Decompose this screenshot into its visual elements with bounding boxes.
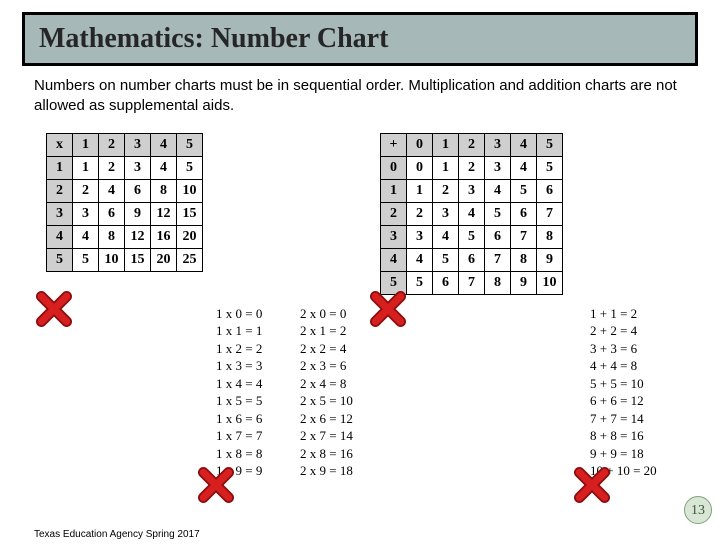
table-cell: 1 — [73, 156, 99, 179]
table-cell: 8 — [485, 271, 511, 294]
page-title: Mathematics: Number Chart — [39, 23, 388, 54]
table-header-cell: 1 — [73, 133, 99, 156]
charts-area: x123451123452246810336912154481216205510… — [0, 127, 720, 457]
table-cell: 3 — [407, 225, 433, 248]
table-header-cell: 2 — [99, 133, 125, 156]
table-cell: 4 — [433, 225, 459, 248]
table-cell: 6 — [433, 271, 459, 294]
table-cell: 8 — [537, 225, 563, 248]
table-cell: 2 — [47, 179, 73, 202]
table-cell: 6 — [99, 202, 125, 225]
table-cell: 5 — [47, 248, 73, 271]
multiplication-table: x123451123452246810336912154481216205510… — [46, 133, 203, 272]
table-header-cell: + — [381, 133, 407, 156]
table-cell: 4 — [151, 156, 177, 179]
table-header-cell: 4 — [511, 133, 537, 156]
title-banner: Mathematics: Number Chart — [22, 12, 698, 66]
table-cell: 2 — [407, 202, 433, 225]
table-cell: 20 — [151, 248, 177, 271]
multiplication-facts-2: 2 x 0 = 0 2 x 1 = 2 2 x 2 = 4 2 x 3 = 6 … — [300, 305, 353, 480]
table-cell: 9 — [537, 248, 563, 271]
table-cell: 5 — [177, 156, 203, 179]
table-cell: 7 — [485, 248, 511, 271]
table-cell: 7 — [459, 271, 485, 294]
table-header-cell: 5 — [537, 133, 563, 156]
table-cell: 10 — [177, 179, 203, 202]
table-cell: 4 — [381, 248, 407, 271]
table-cell: 4 — [407, 248, 433, 271]
table-cell: 5 — [73, 248, 99, 271]
table-cell: 5 — [433, 248, 459, 271]
table-cell: 1 — [433, 156, 459, 179]
table-cell: 1 — [407, 179, 433, 202]
table-cell: 3 — [433, 202, 459, 225]
table-cell: 4 — [485, 179, 511, 202]
addition-table: +012345001234511234562234567334567844567… — [380, 133, 563, 295]
table-cell: 3 — [73, 202, 99, 225]
table-cell: 1 — [381, 179, 407, 202]
table-header-cell: 3 — [485, 133, 511, 156]
table-cell: 3 — [459, 179, 485, 202]
table-cell: 0 — [407, 156, 433, 179]
table-cell: 16 — [151, 225, 177, 248]
table-cell: 12 — [151, 202, 177, 225]
table-cell: 6 — [511, 202, 537, 225]
table-cell: 3 — [125, 156, 151, 179]
table-cell: 0 — [381, 156, 407, 179]
table-cell: 3 — [381, 225, 407, 248]
table-cell: 9 — [511, 271, 537, 294]
table-cell: 5 — [511, 179, 537, 202]
table-cell: 8 — [511, 248, 537, 271]
table-cell: 5 — [381, 271, 407, 294]
table-cell: 4 — [511, 156, 537, 179]
not-allowed-icon — [36, 291, 72, 327]
table-header-cell: 4 — [151, 133, 177, 156]
table-cell: 2 — [459, 156, 485, 179]
not-allowed-icon — [370, 291, 406, 327]
footer-text: Texas Education Agency Spring 2017 — [34, 529, 200, 540]
page-number-badge: 13 — [684, 496, 712, 524]
table-cell: 8 — [99, 225, 125, 248]
table-cell: 5 — [407, 271, 433, 294]
body-text: Numbers on number charts must be in sequ… — [34, 76, 686, 117]
table-cell: 15 — [125, 248, 151, 271]
table-cell: 2 — [381, 202, 407, 225]
table-cell: 3 — [47, 202, 73, 225]
table-cell: 10 — [99, 248, 125, 271]
table-cell: 5 — [459, 225, 485, 248]
table-cell: 6 — [537, 179, 563, 202]
table-header-cell: 5 — [177, 133, 203, 156]
table-cell: 25 — [177, 248, 203, 271]
table-cell: 4 — [459, 202, 485, 225]
table-cell: 2 — [73, 179, 99, 202]
table-header-cell: x — [47, 133, 73, 156]
table-cell: 5 — [537, 156, 563, 179]
table-header-cell: 2 — [459, 133, 485, 156]
table-cell: 6 — [485, 225, 511, 248]
table-cell: 3 — [485, 156, 511, 179]
table-header-cell: 0 — [407, 133, 433, 156]
table-cell: 4 — [99, 179, 125, 202]
table-header-cell: 1 — [433, 133, 459, 156]
table-cell: 7 — [537, 202, 563, 225]
table-cell: 15 — [177, 202, 203, 225]
table-cell: 8 — [151, 179, 177, 202]
table-cell: 2 — [433, 179, 459, 202]
table-cell: 5 — [485, 202, 511, 225]
table-cell: 12 — [125, 225, 151, 248]
table-cell: 1 — [47, 156, 73, 179]
table-cell: 7 — [511, 225, 537, 248]
table-header-cell: 3 — [125, 133, 151, 156]
table-cell: 6 — [125, 179, 151, 202]
addition-facts: 1 + 1 = 2 2 + 2 = 4 3 + 3 = 6 4 + 4 = 8 … — [590, 305, 657, 480]
table-cell: 9 — [125, 202, 151, 225]
multiplication-facts-1: 1 x 0 = 0 1 x 1 = 1 1 x 2 = 2 1 x 3 = 3 … — [216, 305, 262, 480]
table-cell: 20 — [177, 225, 203, 248]
table-cell: 2 — [99, 156, 125, 179]
table-cell: 10 — [537, 271, 563, 294]
table-cell: 4 — [47, 225, 73, 248]
table-cell: 6 — [459, 248, 485, 271]
table-cell: 4 — [73, 225, 99, 248]
